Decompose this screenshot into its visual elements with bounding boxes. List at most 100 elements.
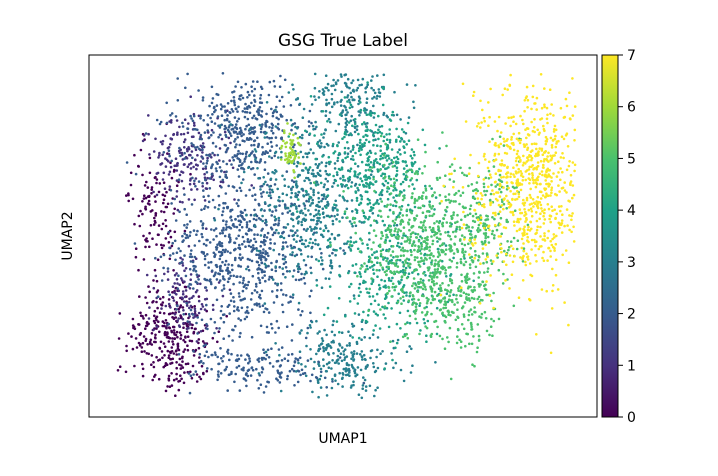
- point: [256, 80, 259, 83]
- point: [446, 289, 450, 293]
- point: [376, 261, 379, 265]
- point: [284, 266, 288, 269]
- point: [425, 334, 428, 338]
- point: [278, 353, 281, 357]
- point: [175, 190, 179, 193]
- point: [332, 84, 335, 87]
- point: [238, 159, 242, 162]
- point: [305, 344, 308, 348]
- point: [169, 351, 172, 355]
- point: [164, 205, 168, 209]
- point: [195, 273, 199, 277]
- point: [401, 295, 405, 299]
- point: [147, 317, 151, 320]
- point: [388, 230, 392, 234]
- point: [501, 282, 505, 285]
- point: [445, 275, 448, 278]
- point: [544, 135, 548, 139]
- point: [543, 151, 546, 154]
- point: [366, 246, 370, 250]
- point: [543, 174, 547, 178]
- point: [164, 389, 168, 393]
- point: [175, 293, 178, 296]
- point: [542, 163, 545, 167]
- point: [460, 273, 463, 277]
- point: [564, 134, 568, 137]
- point: [275, 95, 279, 98]
- point: [387, 301, 390, 305]
- point: [241, 242, 244, 246]
- point: [424, 150, 427, 154]
- point: [253, 98, 256, 102]
- point: [170, 329, 173, 333]
- point: [307, 120, 311, 123]
- point: [142, 335, 146, 338]
- point: [148, 153, 151, 156]
- point: [309, 379, 312, 383]
- point: [164, 319, 168, 322]
- point: [195, 373, 199, 376]
- point: [350, 351, 353, 354]
- point: [271, 210, 274, 213]
- point: [194, 348, 198, 352]
- point: [154, 212, 158, 215]
- point: [246, 96, 249, 99]
- point: [282, 129, 286, 132]
- point: [491, 229, 495, 233]
- point: [423, 143, 427, 147]
- point: [425, 326, 429, 330]
- point: [271, 278, 275, 281]
- point: [352, 359, 355, 362]
- point: [420, 311, 424, 314]
- point: [297, 247, 301, 251]
- point: [215, 265, 219, 269]
- point: [413, 248, 416, 252]
- point: [335, 361, 338, 364]
- point: [317, 347, 321, 351]
- point: [294, 278, 298, 282]
- point: [439, 232, 442, 236]
- point: [383, 367, 387, 370]
- point: [373, 394, 376, 398]
- point: [233, 116, 237, 119]
- point: [266, 348, 270, 352]
- point: [356, 247, 360, 251]
- point: [567, 164, 571, 168]
- point: [292, 369, 296, 373]
- point: [402, 146, 406, 149]
- point: [499, 190, 503, 194]
- point: [245, 233, 249, 236]
- point: [519, 256, 522, 259]
- point: [125, 161, 129, 164]
- point: [181, 171, 185, 174]
- point: [274, 125, 278, 128]
- point: [270, 136, 274, 140]
- point: [411, 164, 414, 168]
- point: [266, 231, 270, 235]
- point: [278, 204, 281, 207]
- point: [262, 240, 266, 244]
- point: [221, 248, 225, 252]
- point: [262, 391, 266, 394]
- point: [388, 224, 392, 228]
- point: [475, 350, 479, 354]
- point: [134, 172, 138, 176]
- point: [249, 245, 253, 249]
- point: [461, 171, 464, 175]
- point: [289, 142, 293, 145]
- point: [280, 115, 284, 118]
- point: [304, 152, 308, 155]
- point: [322, 216, 326, 219]
- point: [244, 157, 247, 160]
- point: [380, 278, 383, 282]
- point: [149, 210, 153, 213]
- point: [274, 331, 277, 334]
- point: [187, 147, 191, 151]
- point: [227, 263, 230, 266]
- point: [208, 104, 211, 108]
- point: [389, 192, 393, 195]
- point: [374, 202, 377, 205]
- point: [451, 230, 455, 234]
- point: [188, 287, 192, 290]
- point: [349, 91, 353, 95]
